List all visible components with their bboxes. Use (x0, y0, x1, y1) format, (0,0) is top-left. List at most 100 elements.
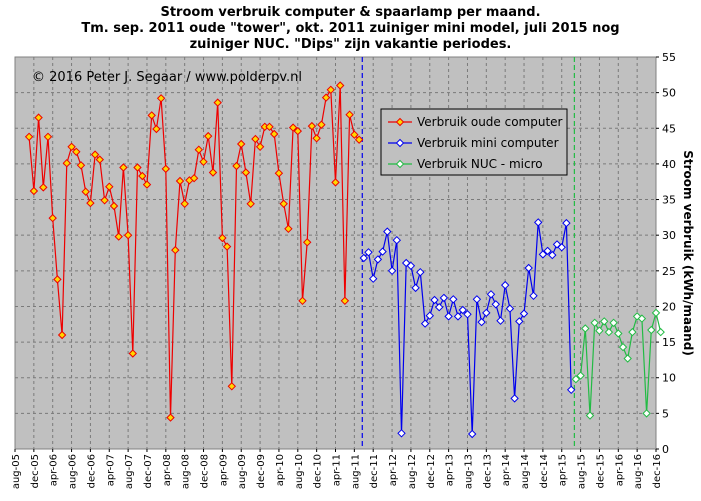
x-tick-label: dec-14 (539, 454, 550, 488)
data-point (53, 275, 62, 284)
data-point (312, 134, 321, 143)
x-tick-label: apr-16 (614, 454, 625, 486)
chart-title-line-1: Stroom verbruik computer & spaarlamp per… (160, 5, 541, 20)
data-point (425, 311, 435, 320)
data-point (463, 310, 472, 319)
data-point (590, 318, 599, 328)
y-tick-label: 5 (662, 407, 669, 420)
x-tick-label: apr-08 (162, 454, 173, 486)
data-point (274, 168, 284, 178)
data-point (383, 227, 392, 236)
chart-title-line-2: Tm. sep. 2011 oude "tower", okt. 2011 zu… (81, 21, 620, 36)
data-point (189, 173, 199, 183)
x-tick-label: aug-07 (124, 454, 135, 489)
legend-marker-mini (395, 138, 405, 148)
y-tick-label: 40 (662, 158, 676, 171)
data-point (279, 199, 288, 209)
data-point (571, 374, 581, 384)
data-point (62, 158, 72, 168)
x-tick-label: dec-08 (200, 454, 211, 488)
x-tick-label: dec-12 (426, 454, 437, 488)
data-point (397, 429, 406, 438)
legend-label-nuc: Verbruik NUC - micro (417, 157, 543, 171)
data-point (566, 385, 576, 395)
x-tick-label: dec-07 (143, 454, 154, 488)
x-tick-label: apr-14 (501, 454, 512, 486)
data-point (119, 163, 128, 172)
data-point (171, 245, 180, 255)
x-tick-label: aug-16 (633, 454, 644, 489)
data-point (472, 295, 482, 304)
data-point (614, 329, 623, 338)
data-point (138, 171, 147, 181)
data-point (161, 164, 171, 174)
data-point (515, 317, 524, 326)
data-point (482, 308, 491, 318)
x-tick-label: dec-05 (30, 454, 41, 488)
data-point (647, 325, 656, 335)
data-point (604, 327, 614, 337)
y-tick-label: 35 (662, 194, 676, 207)
data-point (293, 126, 303, 136)
data-point (387, 266, 397, 276)
data-point (453, 312, 463, 321)
data-point (255, 142, 265, 152)
copyright-text: © 2016 Peter J. Segaar / www.polderpv.nl (32, 70, 302, 85)
data-point (378, 247, 387, 256)
data-point (444, 312, 453, 321)
y-tick-label: 30 (662, 229, 676, 242)
data-point (642, 409, 651, 418)
data-point (350, 130, 359, 139)
data-point (548, 250, 557, 260)
y-tick-label: 50 (662, 87, 676, 100)
data-point (477, 317, 486, 327)
data-point (524, 263, 533, 273)
data-point (420, 319, 430, 328)
data-point (538, 250, 548, 259)
y-axis-label: Stroom verbruik (kWh/maand) (681, 150, 695, 356)
data-point (359, 253, 369, 263)
x-tick-label: apr-09 (218, 454, 229, 486)
data-point (90, 150, 100, 159)
data-point (265, 122, 274, 132)
data-point (439, 293, 449, 303)
y-tick-label: 10 (662, 372, 676, 385)
data-point (72, 147, 81, 157)
data-point (218, 233, 227, 243)
data-point (618, 342, 628, 352)
data-point (609, 318, 618, 328)
data-point (496, 316, 505, 325)
x-tick-label: aug-13 (463, 454, 474, 489)
data-point (208, 168, 218, 177)
data-point (128, 349, 138, 358)
x-tick-label: aug-05 (11, 454, 22, 489)
data-point (467, 429, 477, 439)
data-point (222, 242, 232, 251)
x-tick-label: dec-15 (595, 454, 606, 488)
x-axis-ticks: aug-05 dec-05 apr-06 aug-06 dec-06 apr-07 aug-… (11, 449, 663, 489)
data-point (585, 411, 595, 420)
data-point (533, 218, 543, 227)
y-tick-label: 45 (662, 122, 676, 135)
data-point (651, 308, 661, 318)
x-tick-label: dec-10 (313, 454, 324, 488)
data-point (57, 330, 67, 340)
x-tick-label: apr-13 (445, 454, 456, 486)
data-point (105, 182, 114, 191)
data-point (166, 413, 175, 422)
data-point (317, 120, 326, 129)
data-point (156, 94, 166, 103)
x-tick-label: apr-10 (275, 454, 286, 486)
data-point (331, 178, 340, 187)
data-point (175, 176, 185, 186)
y-axis-ticks: 0 5 10 15 20 25 30 35 40 45 50 55 (656, 51, 676, 456)
data-point (251, 134, 260, 144)
x-tick-label: dec-06 (86, 454, 97, 488)
x-tick-label: apr-07 (105, 454, 116, 486)
data-point (434, 302, 444, 312)
data-point (510, 394, 519, 403)
data-point (321, 93, 331, 102)
x-tick-label: aug-12 (407, 454, 418, 489)
